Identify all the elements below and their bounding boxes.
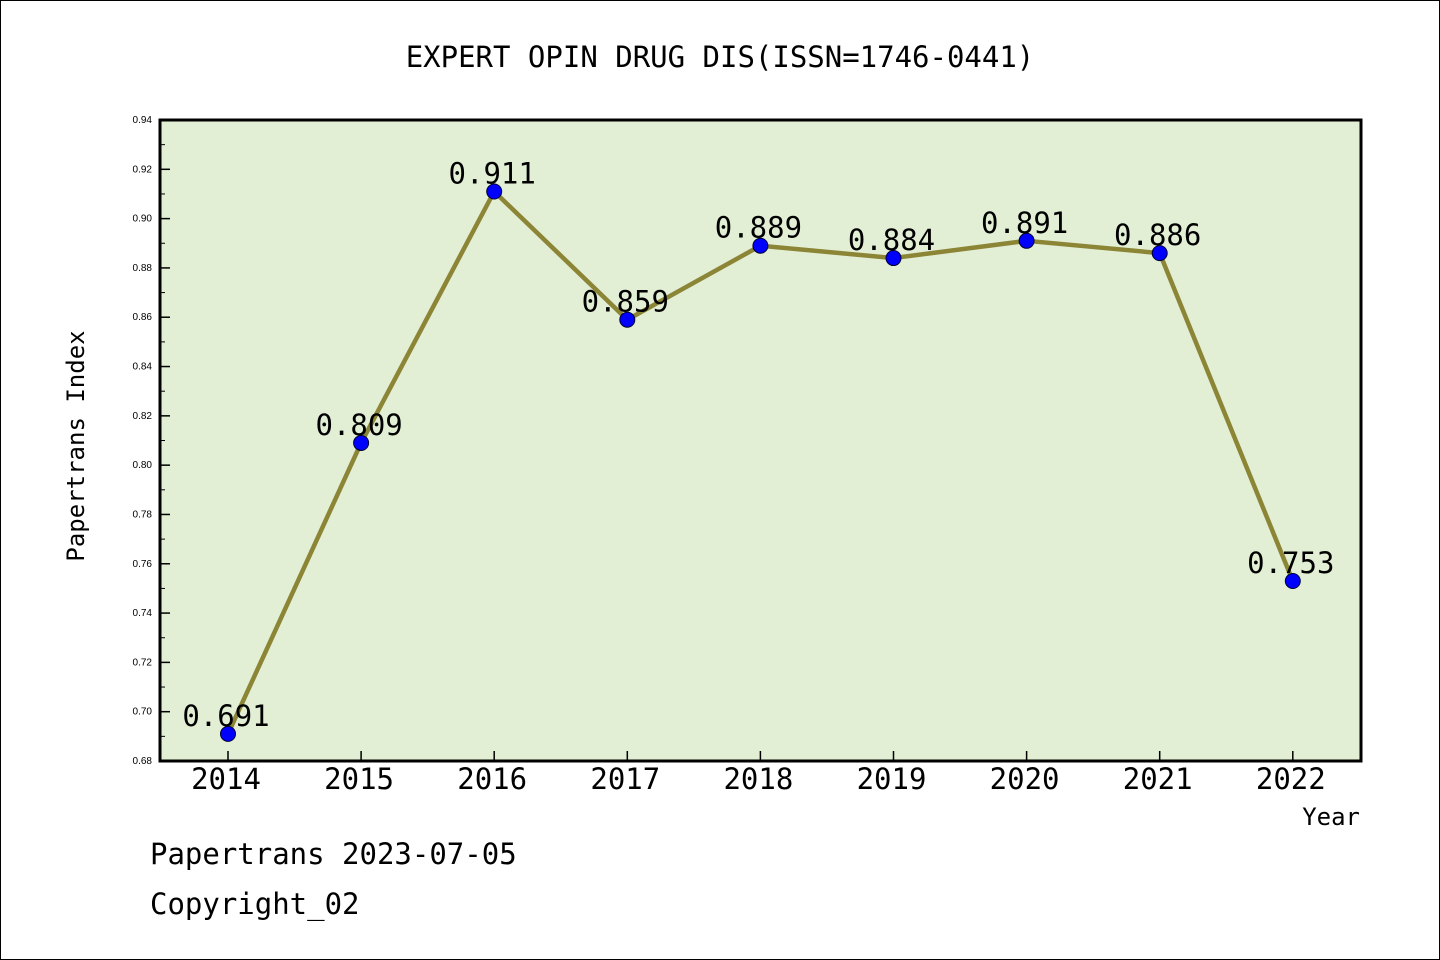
data-point bbox=[1284, 573, 1301, 590]
x-tick-label: 2022 bbox=[1256, 762, 1326, 796]
y-tick-label: 0.92 bbox=[133, 164, 153, 175]
y-tick-label: 0.74 bbox=[133, 608, 153, 619]
data-label: 0.889 bbox=[715, 211, 802, 245]
y-tick-label: 0.76 bbox=[133, 559, 153, 570]
y-tick-label: 0.82 bbox=[133, 411, 153, 422]
y-tick-label: 0.88 bbox=[133, 263, 153, 274]
data-point bbox=[1018, 232, 1035, 249]
x-axis-label: Year bbox=[1302, 803, 1360, 831]
data-point bbox=[1151, 245, 1168, 262]
data-label: 0.911 bbox=[449, 156, 536, 190]
y-axis-label: Papertrans Index bbox=[62, 330, 90, 561]
y-tick-label: 0.78 bbox=[133, 509, 153, 520]
data-point bbox=[619, 311, 636, 328]
data-label: 0.886 bbox=[1114, 218, 1201, 252]
x-tick-label: 2018 bbox=[723, 762, 793, 796]
data-point bbox=[353, 434, 370, 451]
y-tick-label: 0.72 bbox=[133, 657, 153, 668]
data-label: 0.859 bbox=[582, 285, 669, 319]
footer-date: Papertrans 2023-07-05 bbox=[150, 837, 517, 871]
plot-border bbox=[158, 118, 1363, 763]
data-point bbox=[220, 725, 236, 742]
y-tick-label: 0.68 bbox=[133, 756, 153, 767]
y-tick-label: 0.86 bbox=[133, 312, 153, 323]
chart-title: EXPERT OPIN DRUG DIS(ISSN=1746-0441) bbox=[406, 40, 1035, 74]
x-tick-label: 2020 bbox=[990, 762, 1060, 796]
x-axis: 2014 2015 2016 2017 2018 2019 2020 2021 2022 bbox=[191, 751, 1326, 796]
series-line-group bbox=[220, 183, 1301, 742]
y-tick-label: 0.94 bbox=[133, 115, 153, 126]
data-point bbox=[885, 250, 902, 267]
data-label: 0.753 bbox=[1247, 546, 1334, 580]
y-tick-label: 0.80 bbox=[133, 460, 153, 471]
x-tick-label: 2014 bbox=[191, 762, 261, 796]
footer-copyright: Copyright_02 bbox=[150, 887, 360, 922]
x-tick-label: 2017 bbox=[590, 762, 660, 796]
y-tick-label: 0.90 bbox=[133, 214, 153, 225]
x-tick-label: 2019 bbox=[857, 762, 927, 796]
data-labels: 0.691 0.809 0.911 0.859 0.889 0.884 0.891 0.886… bbox=[182, 156, 1334, 732]
x-tick-label: 2016 bbox=[457, 762, 527, 796]
data-label: 0.891 bbox=[981, 206, 1068, 240]
data-point bbox=[752, 237, 769, 254]
y-tick-label: 0.84 bbox=[133, 362, 153, 373]
x-tick-label: 2015 bbox=[324, 762, 394, 796]
x-tick-label: 2021 bbox=[1123, 762, 1193, 796]
data-label: 0.809 bbox=[315, 408, 402, 442]
data-label: 0.691 bbox=[182, 699, 269, 733]
data-point bbox=[486, 183, 503, 200]
y-tick-label: 0.70 bbox=[133, 707, 153, 718]
data-label: 0.884 bbox=[848, 223, 935, 257]
